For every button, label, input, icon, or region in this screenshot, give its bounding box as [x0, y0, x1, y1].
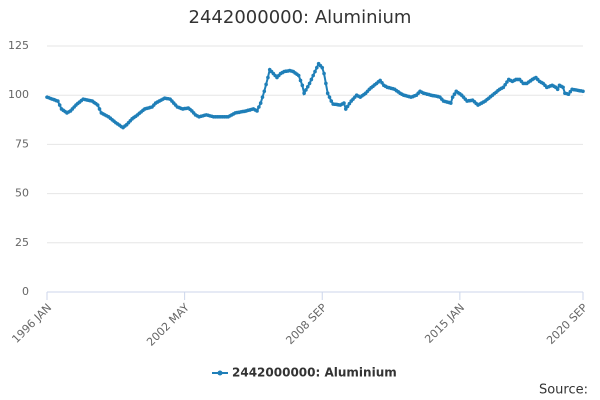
point [566, 92, 571, 97]
point [322, 71, 326, 76]
point [505, 80, 509, 84]
point [320, 65, 325, 70]
point [296, 73, 301, 78]
point [300, 83, 305, 88]
point [343, 107, 348, 111]
point [449, 101, 453, 105]
point [260, 95, 265, 99]
point [555, 87, 560, 92]
x-tick-label: 2008 SEP [283, 301, 329, 347]
point [255, 109, 259, 113]
point [324, 81, 328, 86]
point [266, 75, 270, 80]
point [452, 92, 457, 97]
point [327, 95, 332, 99]
y-tick-label: 100 [8, 88, 29, 101]
point [298, 78, 303, 83]
point [56, 99, 60, 103]
point [450, 95, 455, 99]
point [257, 105, 261, 109]
point [95, 103, 100, 107]
x-tick-label: 2015 JAN [422, 301, 467, 346]
legend-marker [217, 370, 223, 376]
point [258, 101, 263, 105]
point [302, 91, 306, 96]
point [347, 101, 352, 106]
point [262, 89, 267, 94]
x-tick-label: 1996 JAN [9, 301, 54, 346]
y-tick-label: 50 [15, 187, 29, 200]
x-tick-label: 2002 MAY [144, 301, 192, 349]
point [97, 107, 102, 111]
y-tick-label: 25 [15, 236, 29, 249]
point [304, 88, 308, 92]
y-tick-label: 125 [8, 39, 29, 52]
point [561, 85, 565, 90]
point [342, 101, 346, 105]
point [309, 77, 314, 82]
point [307, 81, 312, 86]
point [313, 69, 317, 74]
y-tick-label: 75 [15, 137, 29, 150]
point [325, 91, 330, 96]
point [581, 89, 585, 94]
point [501, 85, 506, 90]
legend-label: 2442000000: Aluminium [232, 366, 397, 380]
point [315, 65, 319, 70]
point [503, 82, 507, 87]
point [329, 99, 334, 103]
x-tick-label: 2020 SEP [544, 301, 590, 347]
y-tick-label: 0 [22, 285, 29, 298]
point [305, 84, 310, 89]
point [311, 73, 315, 78]
source: Source: [539, 383, 588, 398]
point [264, 82, 268, 87]
point [57, 103, 62, 107]
point [380, 81, 384, 85]
chart-title: 2442000000: Aluminium [189, 7, 412, 28]
point [345, 104, 350, 109]
